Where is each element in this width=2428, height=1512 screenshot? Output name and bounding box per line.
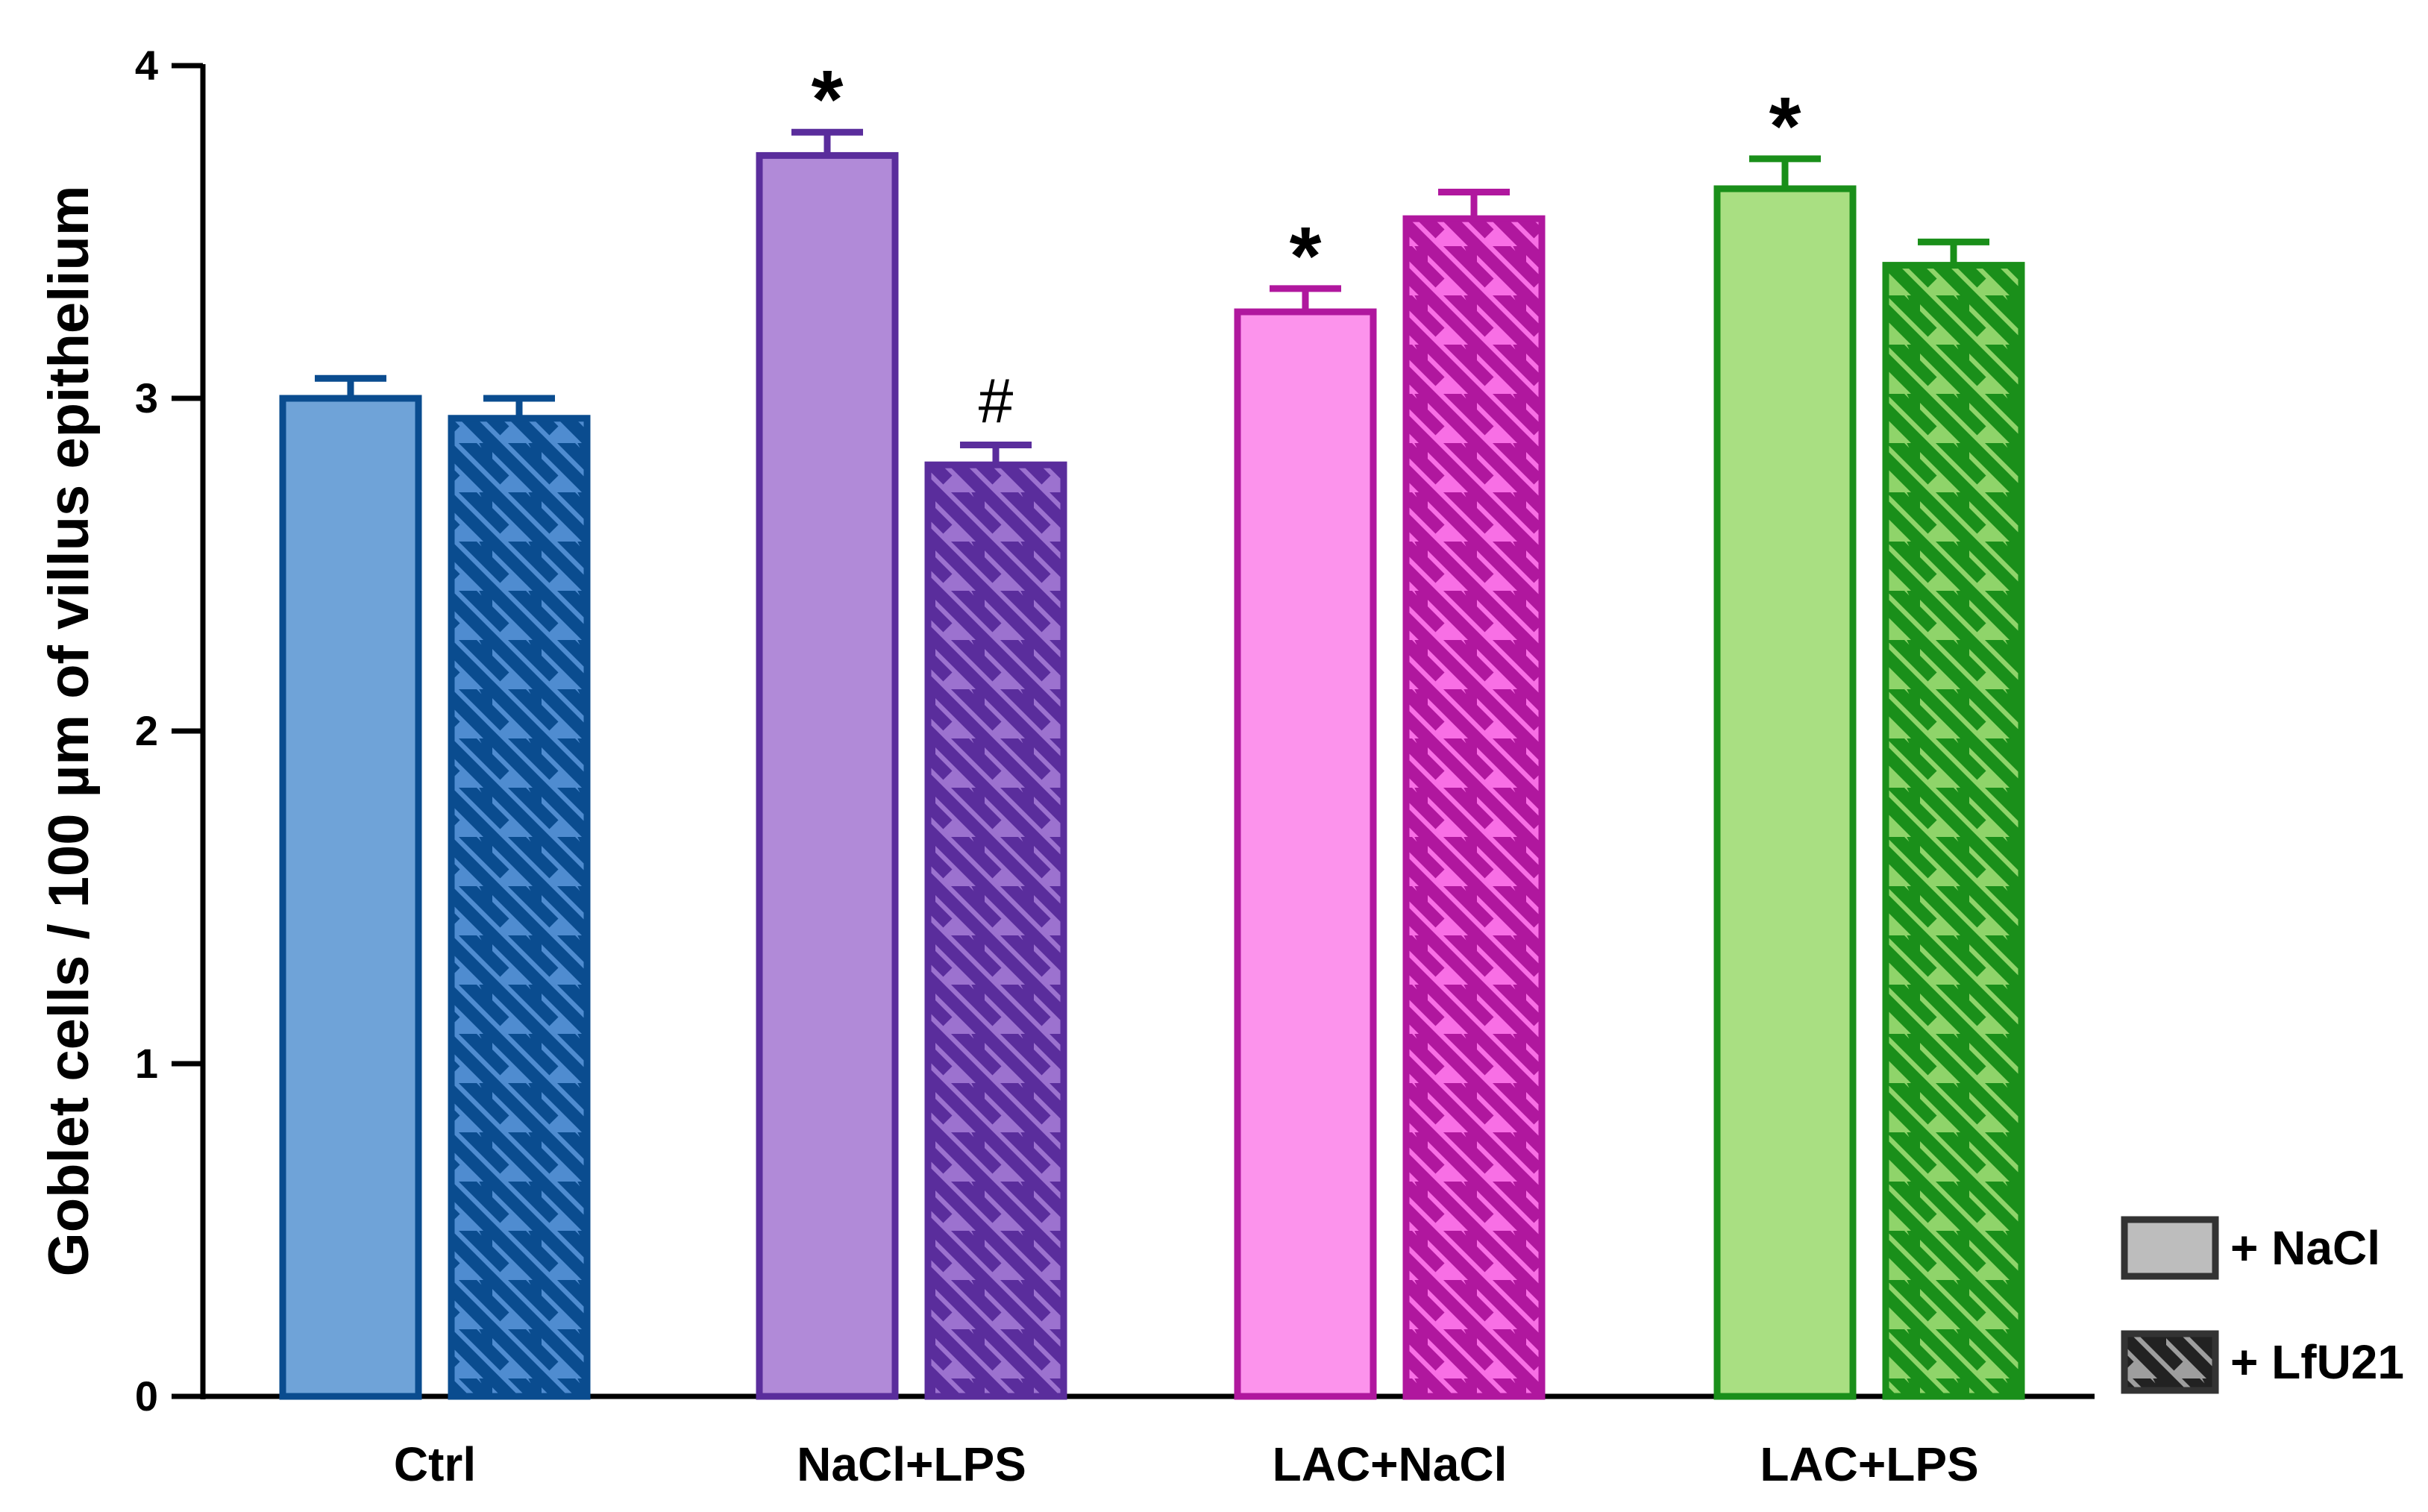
legend-swatch bbox=[2121, 1330, 2219, 1394]
bar bbox=[1713, 185, 1857, 1400]
significance-marker: # bbox=[979, 366, 1014, 436]
bar bbox=[756, 151, 899, 1400]
legend-label: + NaCl bbox=[2230, 1221, 2380, 1275]
significance-marker: * bbox=[812, 54, 844, 145]
x-tick-label: LAC+NaCl bbox=[1273, 1437, 1508, 1491]
y-tick-label: 0 bbox=[135, 1373, 158, 1420]
y-tick-label: 2 bbox=[135, 707, 158, 754]
x-tick-label: NaCl+LPS bbox=[797, 1437, 1026, 1491]
legend: + NaCl + LfU21 bbox=[2121, 1216, 2404, 1394]
bars bbox=[279, 128, 2025, 1400]
y-tick-label: 1 bbox=[135, 1040, 158, 1087]
y-tick-label: 3 bbox=[135, 374, 158, 421]
bar bbox=[1234, 308, 1377, 1400]
legend-swatch bbox=[2121, 1216, 2219, 1280]
x-tick-label: LAC+LPS bbox=[1760, 1437, 1978, 1491]
bar bbox=[1402, 215, 1546, 1400]
bar bbox=[448, 415, 591, 1400]
significance-marker: * bbox=[1769, 81, 1801, 172]
significance-marker: * bbox=[1290, 210, 1322, 302]
bar bbox=[924, 461, 1067, 1400]
bar bbox=[279, 395, 422, 1400]
y-axis-label: Goblet cells / 100 µm of villus epitheli… bbox=[37, 186, 101, 1277]
labels: Ctrl * # NaCl+LPS * LAC+NaCl * LAC+LPS bbox=[394, 54, 1979, 1491]
legend-label: + LfU21 bbox=[2230, 1335, 2404, 1389]
x-tick-label: Ctrl bbox=[394, 1437, 476, 1491]
bar bbox=[1882, 262, 2025, 1400]
y-tick-label: 4 bbox=[135, 42, 158, 89]
